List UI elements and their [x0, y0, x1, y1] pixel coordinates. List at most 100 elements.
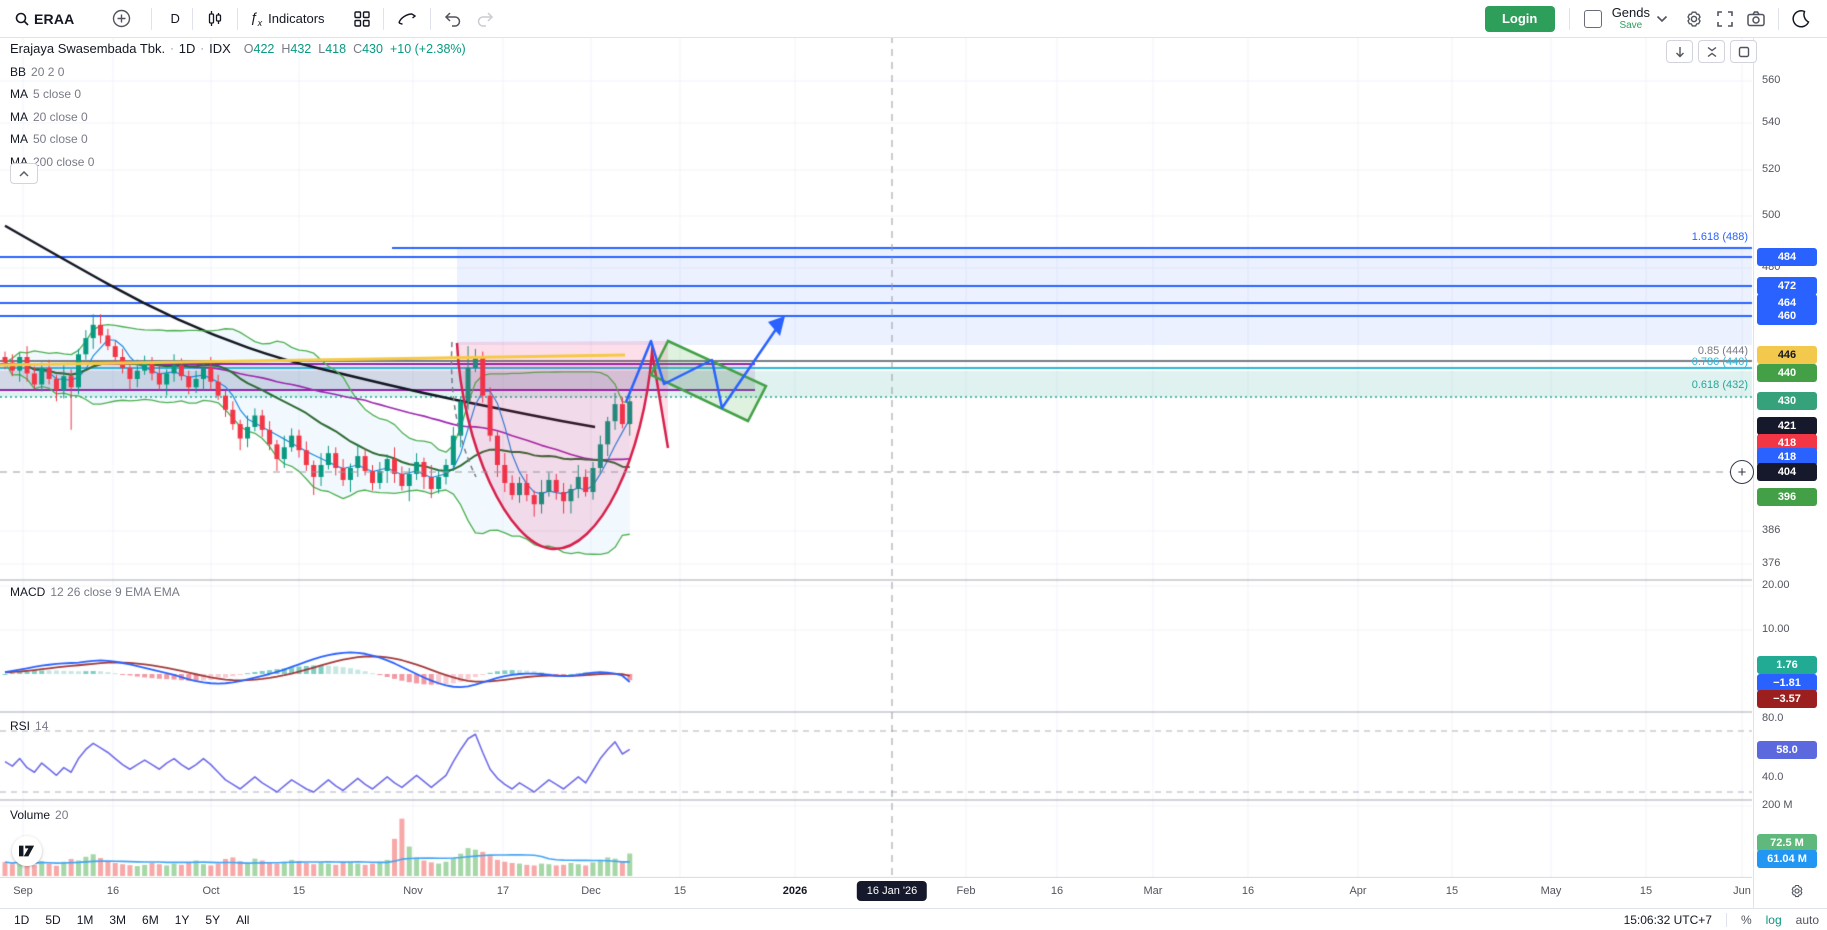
chevron-down-icon[interactable]	[1656, 15, 1668, 23]
clock-label[interactable]: 15:06:32 UTC+7	[1623, 913, 1712, 927]
candlestick-icon	[205, 9, 225, 29]
layout-grid-button[interactable]	[347, 6, 377, 32]
interval-label: D	[170, 11, 180, 26]
brush-icon	[396, 9, 418, 29]
time-label: Oct	[202, 885, 220, 897]
range-button-1m[interactable]: 1M	[76, 913, 94, 927]
crosshair-date-badge: 16 Jan '26	[856, 881, 928, 901]
price-badge: 61.04 M	[1757, 850, 1817, 868]
fib-level-label: 0.786 (440)	[1691, 356, 1748, 368]
legend-exchange[interactable]: IDX	[209, 41, 231, 56]
time-label: 15	[1639, 885, 1653, 897]
log-scale-button[interactable]: log	[1765, 913, 1782, 927]
time-label: Apr	[1349, 885, 1367, 897]
price-tick: 20.00	[1762, 579, 1790, 591]
chart-type-button[interactable]	[199, 5, 231, 33]
fib-level-label: 1.618 (488)	[1691, 231, 1748, 243]
change-label: +10 (+2.38%)	[389, 41, 466, 56]
price-tick: 376	[1762, 557, 1781, 569]
macd-pane-label[interactable]: MACD 12 26 close 9 EMA EMA	[10, 585, 180, 599]
rsi-pane-label[interactable]: RSI 14	[10, 719, 49, 733]
interval-button[interactable]: D	[164, 7, 185, 30]
price-axis[interactable]: 560 540 520 500 480 386 376 484 472 464 460 446 440 4…	[1753, 36, 1827, 908]
time-label: Feb	[956, 885, 976, 897]
redo-button[interactable]	[469, 6, 501, 32]
price-tick: 540	[1762, 116, 1781, 128]
bottom-toolbar: 1D 5D 1M 3M 6M 1Y 5Y All 15:06:32 UTC+7 % log a…	[0, 908, 1827, 930]
time-label: Nov	[403, 885, 423, 897]
price-badge: 1.76	[1757, 656, 1817, 674]
legend-separator: ·	[200, 42, 205, 55]
footer-separator	[1725, 913, 1727, 927]
range-button-6m[interactable]: 6M	[142, 913, 159, 927]
fullscreen-button[interactable]	[1710, 6, 1740, 32]
range-button-5d[interactable]: 5D	[45, 913, 61, 927]
draw-brush-button[interactable]	[390, 5, 424, 33]
range-button-1y[interactable]: 1Y	[174, 913, 190, 927]
moon-icon	[1791, 9, 1811, 29]
price-badge: −3.57	[1757, 690, 1817, 708]
percent-scale-button[interactable]: %	[1740, 913, 1752, 927]
search-icon	[14, 11, 30, 27]
scroll-to-recent-button[interactable]	[1666, 40, 1693, 63]
range-button-3m[interactable]: 3M	[109, 913, 127, 927]
axis-settings-gear-icon[interactable]	[1789, 883, 1805, 899]
symbol-label: ERAA	[34, 10, 75, 27]
price-tick: 386	[1762, 524, 1781, 536]
fx-icon: ƒx	[249, 9, 263, 28]
time-label: 16	[1241, 885, 1255, 897]
legend-interval[interactable]: 1D	[178, 41, 196, 56]
legend-collapse-button[interactable]	[10, 163, 38, 184]
user-menu[interactable]: Gends Save	[1612, 6, 1650, 31]
indicators-label: Indicators	[268, 10, 325, 26]
maximize-pane-button[interactable]	[1730, 40, 1757, 63]
toolbar-separator	[1778, 7, 1779, 30]
toolbar-separator	[1568, 7, 1570, 30]
time-axis[interactable]: Sep 16 Oct 15 Nov 17 Dec 15 2026 Feb 16 Mar 16 Apr 15 M…	[0, 878, 1753, 908]
indicator-row[interactable]: BB 20 2 0	[10, 64, 65, 79]
price-tick: 40.0	[1762, 771, 1784, 783]
symbol-title[interactable]: Erajaya Swasembada Tbk.	[10, 41, 166, 56]
symbol-search-button[interactable]: ERAA	[8, 7, 80, 31]
volume-pane-label[interactable]: Volume 20	[10, 808, 69, 822]
redo-icon	[475, 10, 495, 28]
price-badge: 430	[1757, 392, 1817, 410]
range-button-1d[interactable]: 1D	[14, 913, 30, 927]
screenshot-button[interactable]	[1740, 6, 1772, 32]
time-label: 16	[1050, 885, 1064, 897]
settings-button[interactable]	[1678, 5, 1710, 33]
add-alert-button[interactable]: +	[1730, 460, 1754, 484]
toolbar-separator	[429, 7, 431, 30]
indicator-row[interactable]: MA 20 close 0	[10, 109, 88, 124]
save-status-label: Save	[1619, 20, 1643, 31]
tradingview-logo[interactable]	[12, 836, 42, 866]
indicator-row[interactable]: MA 50 close 0	[10, 132, 88, 146]
price-badge: 472	[1757, 277, 1817, 295]
fullscreen-icon	[1716, 10, 1734, 28]
compare-add-button[interactable]	[106, 5, 137, 32]
price-badge: 396	[1757, 488, 1817, 506]
save-checkbox[interactable]	[1583, 9, 1602, 28]
collapse-pane-button[interactable]	[1698, 40, 1725, 63]
price-tick: 200 M	[1762, 799, 1793, 811]
login-button[interactable]: Login	[1484, 5, 1555, 32]
price-tick: 80.0	[1762, 712, 1784, 724]
plus-circle-icon	[112, 9, 131, 28]
undo-icon	[443, 10, 463, 28]
time-label: 15	[673, 885, 687, 897]
indicator-row[interactable]: MA 200 close 0	[10, 154, 95, 169]
pane-controls	[1666, 40, 1757, 63]
time-label: Sep	[13, 885, 33, 897]
indicator-row[interactable]: MA 5 close 0	[10, 87, 82, 101]
theme-toggle-button[interactable]	[1785, 5, 1817, 33]
undo-button[interactable]	[437, 6, 469, 32]
price-badge: 418	[1757, 434, 1817, 452]
auto-scale-button[interactable]: auto	[1795, 913, 1819, 927]
range-button-all[interactable]: All	[236, 913, 250, 927]
indicators-button[interactable]: ƒx Indicators	[244, 5, 331, 32]
range-buttons: 1D 5D 1M 3M 6M 1Y 5Y All	[6, 912, 257, 928]
time-label: 17	[496, 885, 510, 897]
range-button-5y[interactable]: 5Y	[205, 913, 221, 927]
